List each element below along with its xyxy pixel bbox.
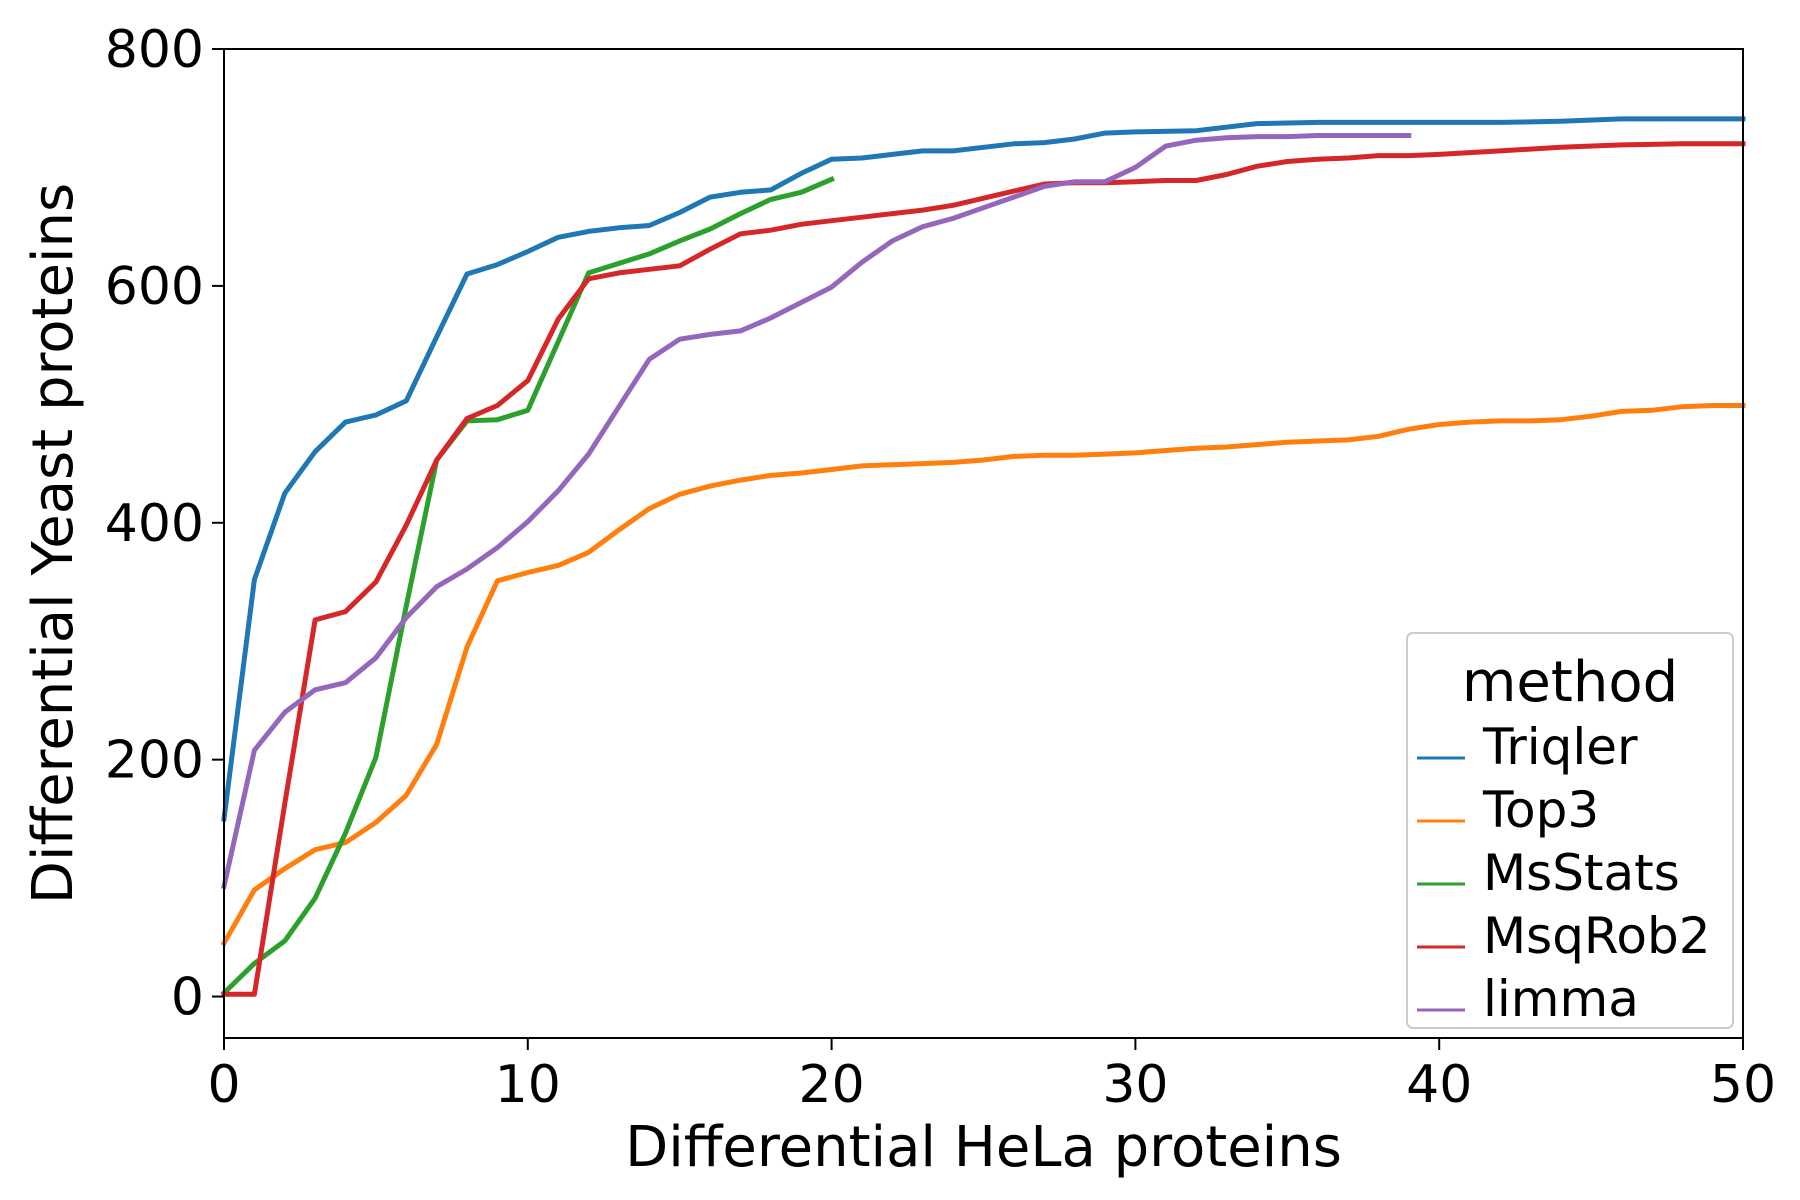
plot-frame (223, 48, 1744, 1039)
y-tick-label: 800 (105, 20, 204, 80)
series-layer (220, 116, 1746, 997)
x-axis: 0 10 20 30 40 50 (207, 1038, 1776, 1115)
series-line-msstats (220, 176, 835, 997)
y-tick-label: 0 (171, 968, 204, 1028)
legend-label-limma: limma (1483, 970, 1639, 1028)
legend-label-msqrob2: MsqRob2 (1483, 907, 1711, 965)
y-axis-title: Differential Yeast proteins (21, 183, 86, 904)
series-line-limma (221, 133, 1412, 890)
x-tick-label: 30 (1102, 1055, 1168, 1115)
x-tick-label: 0 (207, 1055, 240, 1115)
legend-label-top3: Top3 (1482, 781, 1599, 839)
legend-label-msstats: MsStats (1483, 844, 1680, 902)
y-tick-label: 200 (105, 731, 204, 791)
legend-title: method (1462, 650, 1678, 715)
legend-label-triqler: Triqler (1482, 718, 1638, 776)
x-tick-label: 40 (1406, 1055, 1472, 1115)
y-axis: 0 200 400 600 800 (105, 20, 224, 1028)
x-axis-title: Differential HeLa proteins (625, 1115, 1342, 1180)
series-line-msqrob2 (221, 141, 1746, 997)
legend-box (1406, 632, 1734, 1029)
series-line-top3 (220, 403, 1746, 947)
x-tick-label: 10 (495, 1055, 561, 1115)
y-tick-label: 400 (105, 494, 204, 554)
x-tick-label: 50 (1710, 1055, 1776, 1115)
series-line-triqler (221, 116, 1746, 822)
y-tick-label: 600 (105, 257, 204, 317)
x-tick-label: 20 (799, 1055, 865, 1115)
